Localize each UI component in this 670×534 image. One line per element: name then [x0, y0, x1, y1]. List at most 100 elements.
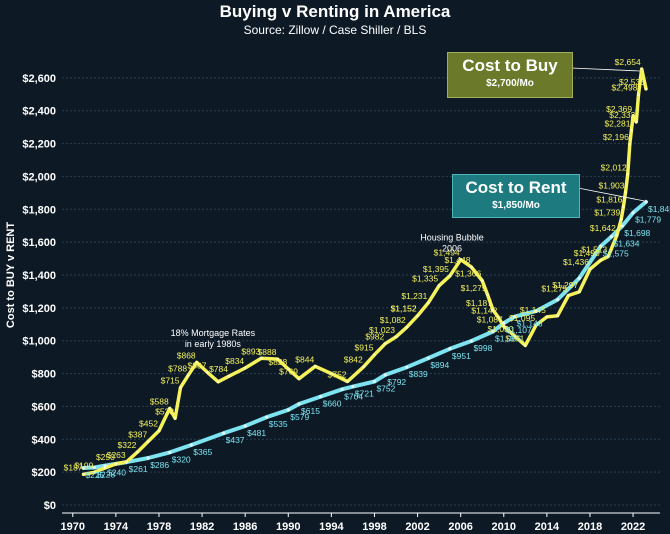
- buy-data-label: $1,187: [466, 298, 492, 308]
- annotation-mortgage-rates: 18% Mortgage Rates: [171, 328, 256, 338]
- buy-point: [545, 315, 549, 319]
- buy-point: [459, 258, 463, 261]
- y-axis-label: Cost to BUY v RENT: [5, 222, 17, 328]
- buy-point: [157, 429, 161, 433]
- buy-data-label: $1,513: [581, 244, 607, 254]
- buy-point: [513, 334, 516, 338]
- buy-data-label: $452: [139, 419, 158, 429]
- buy-point: [405, 325, 409, 329]
- buy-data-label: $807: [188, 360, 207, 370]
- x-tick-label: 1982: [190, 521, 214, 533]
- buy-point: [523, 344, 527, 347]
- rent-data-label: $792: [387, 377, 406, 387]
- buy-point: [114, 462, 118, 466]
- axis-layer: $0 $200 $400 $600 $800 $1,000 $1,200 $1,400 $1,6…: [5, 73, 660, 533]
- buy-point: [626, 173, 630, 176]
- annotation-housing-bubble: Housing Bubble: [420, 233, 484, 243]
- buy-point: [136, 450, 139, 454]
- buy-data-label: $1,642: [590, 223, 616, 233]
- buy-point: [259, 356, 263, 360]
- buy-point: [286, 367, 290, 371]
- y-tick-label: $400: [32, 434, 56, 446]
- buy-point: [426, 301, 430, 305]
- rent-point: [426, 356, 430, 360]
- buy-data-label: $1,448: [444, 255, 470, 265]
- buy-data-label: $982: [365, 332, 384, 342]
- buy-point: [92, 470, 96, 474]
- buy-point: [206, 371, 209, 374]
- buy-point: [534, 323, 538, 327]
- buy-point: [502, 325, 506, 328]
- y-tick-label: $2,000: [22, 171, 56, 183]
- buy-point: [243, 366, 247, 370]
- rent-point: [469, 339, 474, 343]
- rent-point: [448, 347, 452, 351]
- buy-data-label: $588: [150, 396, 169, 406]
- rent-data-label: $481: [247, 428, 266, 438]
- rent-point: [92, 465, 96, 470]
- buy-data-label: $199: [74, 460, 93, 470]
- buy-point: [556, 314, 560, 318]
- y-tick-label: $2,200: [22, 139, 56, 151]
- y-tick-label: $800: [32, 369, 56, 381]
- buy-point: [637, 93, 640, 97]
- rent-point: [502, 321, 506, 325]
- buy-data-label: $250: [96, 452, 115, 462]
- rent-point: [297, 402, 301, 406]
- rent-callout-arrow: [577, 187, 645, 202]
- buy-point: [186, 374, 190, 377]
- buy-data-label: $387: [128, 429, 147, 439]
- buy-data-label: $1,095: [509, 313, 535, 323]
- annotation-mortgage-rates-line2: in early 1980s: [185, 339, 242, 349]
- y-tick-label: $0: [44, 500, 56, 512]
- rent-data-label: $579: [290, 412, 309, 422]
- annotation-housing-bubble-line2: 2006: [442, 244, 462, 254]
- rent-point: [243, 424, 247, 428]
- x-tick-label: 1998: [362, 521, 386, 533]
- buy-point: [416, 314, 419, 318]
- rent-data-label: $286: [150, 460, 169, 470]
- rent-point: [577, 276, 581, 280]
- rent-point: [222, 431, 226, 435]
- x-tick-label: 1974: [104, 521, 129, 533]
- x-tick-label: 2018: [578, 521, 602, 533]
- rent-point: [534, 309, 538, 313]
- buy-point: [470, 265, 473, 269]
- buy-data-label: $1,739: [594, 207, 620, 217]
- buy-data-label: $2,369: [606, 104, 632, 114]
- buy-point: [640, 67, 644, 71]
- buy-data-label: $2,654: [615, 57, 641, 67]
- rent-point: [81, 466, 86, 470]
- buy-data-label: $1,816: [596, 195, 622, 205]
- rent-point: [609, 234, 614, 239]
- label-layer: $187$199$250$263$322$387$452 $588$528 $715…: [64, 57, 670, 480]
- buy-point: [631, 114, 635, 118]
- buy-point: [606, 255, 610, 258]
- x-tick-label: 1978: [147, 521, 171, 533]
- rent-data-label: $1,845: [648, 204, 670, 214]
- rent-data-label: $951: [452, 351, 471, 361]
- buy-point: [195, 361, 199, 364]
- buy-data-label: $1,366: [455, 269, 481, 279]
- buy-point: [82, 472, 85, 476]
- rent-point: [631, 211, 635, 215]
- buy-point: [329, 372, 333, 375]
- buy-data-label: $888: [258, 347, 277, 357]
- buy-data-label: $842: [344, 355, 363, 365]
- x-tick-label: 1986: [233, 521, 257, 533]
- buy-point: [567, 294, 570, 297]
- rent-point: [351, 384, 355, 389]
- buy-data-label: $2,196: [603, 132, 629, 142]
- rent-point: [491, 329, 495, 334]
- buy-point: [146, 440, 150, 443]
- rent-data-label: $721: [355, 389, 374, 399]
- buy-point: [103, 466, 107, 470]
- buy-point: [588, 267, 592, 271]
- rent-data-label: $660: [323, 399, 342, 409]
- buy-point: [362, 365, 366, 369]
- chart-subtitle: Source: Zillow / Case Shiller / BLS: [243, 23, 427, 37]
- rent-data-label: $1,146: [517, 319, 543, 329]
- buy-point: [394, 335, 398, 339]
- rent-point: [512, 315, 517, 319]
- buy-point: [480, 279, 484, 282]
